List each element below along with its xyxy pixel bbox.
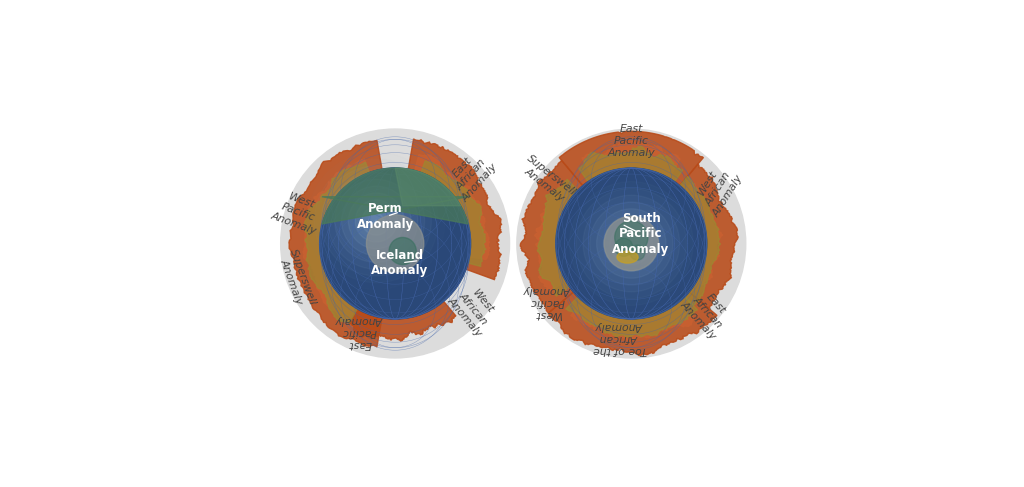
Circle shape xyxy=(630,245,645,260)
Polygon shape xyxy=(289,140,382,347)
Circle shape xyxy=(389,238,416,264)
Text: Perm
Anomaly: Perm Anomaly xyxy=(356,203,414,231)
Circle shape xyxy=(610,223,652,264)
Polygon shape xyxy=(520,160,583,313)
Polygon shape xyxy=(415,154,489,260)
Polygon shape xyxy=(304,162,370,323)
Circle shape xyxy=(319,168,471,319)
Text: West
African
Anomaly: West African Anomaly xyxy=(445,280,502,338)
Text: East
African
Anomaly: East African Anomaly xyxy=(679,283,736,341)
Polygon shape xyxy=(579,146,683,182)
Text: South
Pacific
Anomaly: South Pacific Anomaly xyxy=(612,212,670,256)
Circle shape xyxy=(348,193,404,249)
Polygon shape xyxy=(582,140,680,178)
Text: East
Pacific
Anomaly: East Pacific Anomaly xyxy=(336,315,383,349)
Polygon shape xyxy=(565,297,697,337)
Text: East
African
Anomaly: East African Anomaly xyxy=(442,146,500,204)
Circle shape xyxy=(624,236,639,251)
Text: Toe of the
African
Anomaly: Toe of the African Anomaly xyxy=(593,321,647,355)
Polygon shape xyxy=(535,183,573,291)
Circle shape xyxy=(556,168,707,319)
Circle shape xyxy=(328,172,425,269)
Polygon shape xyxy=(538,179,578,296)
Circle shape xyxy=(614,238,633,256)
Circle shape xyxy=(590,202,673,285)
Circle shape xyxy=(617,229,646,258)
Circle shape xyxy=(583,195,680,292)
Polygon shape xyxy=(348,301,456,341)
Polygon shape xyxy=(680,176,721,305)
Circle shape xyxy=(517,129,745,358)
Circle shape xyxy=(361,206,390,235)
Polygon shape xyxy=(685,183,723,285)
Polygon shape xyxy=(322,168,468,224)
Circle shape xyxy=(604,216,658,271)
Text: Superswell
Anomaly: Superswell Anomaly xyxy=(517,153,578,207)
Text: West
Pacific
Anomaly: West Pacific Anomaly xyxy=(523,285,571,319)
Circle shape xyxy=(631,243,632,244)
Circle shape xyxy=(367,215,424,272)
Circle shape xyxy=(614,221,648,254)
Polygon shape xyxy=(680,164,738,309)
Polygon shape xyxy=(548,292,717,356)
Polygon shape xyxy=(559,131,703,186)
Polygon shape xyxy=(303,159,370,329)
Circle shape xyxy=(335,179,418,262)
Circle shape xyxy=(355,200,397,242)
Circle shape xyxy=(281,129,510,358)
Circle shape xyxy=(369,213,384,228)
Text: West
African
Anomaly: West African Anomaly xyxy=(691,160,745,219)
Circle shape xyxy=(342,186,411,256)
Circle shape xyxy=(376,220,377,222)
Text: East
Pacific
Anomaly: East Pacific Anomaly xyxy=(607,124,655,158)
Ellipse shape xyxy=(617,251,638,263)
Text: West
Pacific
Anomaly: West Pacific Anomaly xyxy=(269,188,326,236)
Circle shape xyxy=(597,209,666,278)
Polygon shape xyxy=(395,168,461,206)
Polygon shape xyxy=(570,301,693,340)
Polygon shape xyxy=(409,139,502,280)
Circle shape xyxy=(603,216,659,271)
Polygon shape xyxy=(421,161,486,266)
Text: Superswell
Anomaly: Superswell Anomaly xyxy=(276,248,317,311)
Text: Iceland
Anomaly: Iceland Anomaly xyxy=(372,249,429,277)
